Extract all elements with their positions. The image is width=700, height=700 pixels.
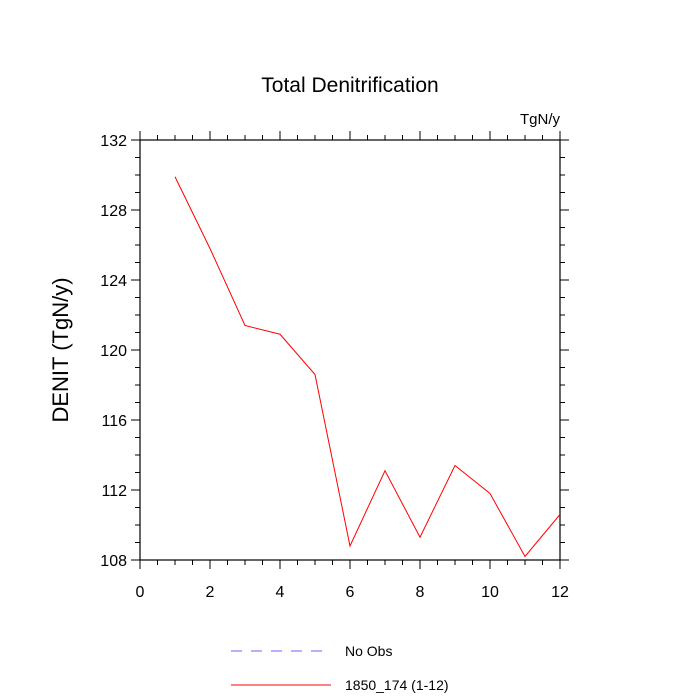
x-tick-label: 8 bbox=[416, 584, 425, 601]
y-tick-label: 116 bbox=[101, 413, 127, 430]
y-tick-label: 132 bbox=[100, 133, 127, 150]
y-tick-label: 112 bbox=[101, 483, 127, 500]
y-axis-label: DENIT (TgN/y) bbox=[48, 277, 73, 422]
x-axis: 0 2 4 6 8 10 12 bbox=[136, 131, 569, 601]
y-axis: 108 112 116 120 124 128 132 bbox=[100, 133, 569, 570]
x-tick-label: 4 bbox=[276, 584, 285, 601]
chart-title: Total Denitrification bbox=[261, 74, 438, 97]
legend-label-1850-174: 1850_174 (1-12) bbox=[345, 677, 449, 693]
y-tick-label: 124 bbox=[100, 273, 127, 290]
legend: No Obs 1850_174 (1-12) bbox=[231, 643, 449, 693]
y-tick-label: 108 bbox=[100, 553, 127, 570]
y-tick-label: 120 bbox=[100, 343, 127, 360]
units-label: TgN/y bbox=[520, 111, 561, 128]
x-tick-label: 10 bbox=[481, 584, 499, 601]
legend-label-no-obs: No Obs bbox=[345, 643, 392, 659]
x-tick-label: 0 bbox=[136, 584, 145, 601]
x-tick-label: 6 bbox=[346, 584, 355, 601]
series-layer bbox=[174, 176, 561, 558]
x-tick-label: 12 bbox=[551, 584, 569, 601]
x-tick-label: 2 bbox=[206, 584, 215, 601]
plot-frame bbox=[139, 139, 561, 561]
series-line-1 bbox=[174, 176, 561, 558]
y-tick-label: 128 bbox=[100, 203, 127, 220]
